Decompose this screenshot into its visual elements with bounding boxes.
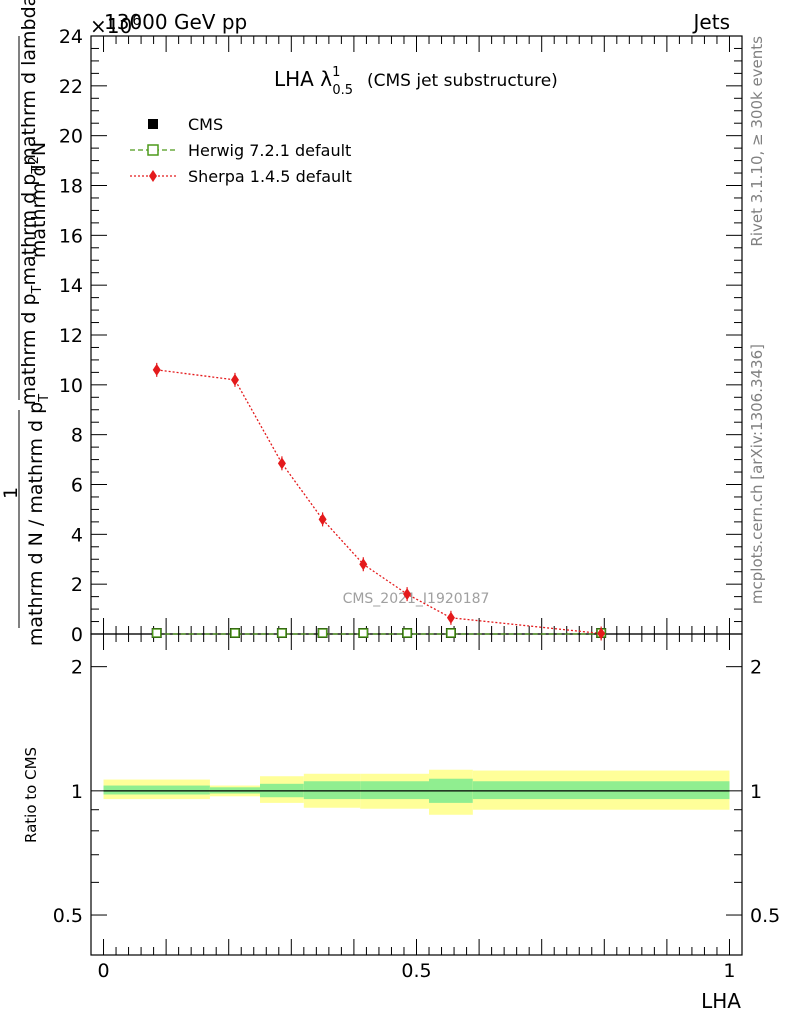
main-y-tick-label: 10 <box>59 375 83 397</box>
main-y-tick-label: 22 <box>59 76 83 98</box>
main-series <box>151 362 607 641</box>
sherpa-point <box>230 373 239 386</box>
main-y-tick-label: 4 <box>71 524 83 546</box>
ratio-inner-band <box>303 781 361 800</box>
ratio-y-tick-label: 0.5 <box>53 905 83 927</box>
herwig-point <box>277 628 287 638</box>
herwig-point <box>402 628 412 638</box>
ratio-y-tick-label: 1 <box>71 781 83 803</box>
sherpa-point <box>597 627 606 640</box>
main-y-tick-label: 14 <box>59 275 83 297</box>
herwig-point <box>446 628 456 638</box>
svg-text:mathrm d N / mathrm d pT: mathrm d N / mathrm d pT <box>25 394 52 646</box>
sherpa-point <box>403 588 412 601</box>
herwig-point <box>152 628 162 638</box>
chart-subtitle: (CMS jet substructure) <box>367 71 558 91</box>
exponent-label: ×106 <box>90 13 141 38</box>
ratio-y-tick-label-right: 2 <box>750 657 762 679</box>
ratio-inner-band <box>472 781 730 800</box>
ratio-y-label: Ratio to CMS <box>22 747 40 843</box>
main-y-tick-label: 18 <box>59 176 83 198</box>
ratio-y-axis: 0.5 0.5 1 1 2 2 <box>53 657 780 956</box>
ratio-inner-band <box>360 781 430 800</box>
herwig-point <box>358 628 368 638</box>
chart-title: LHA λ1 0.5 <box>274 65 353 98</box>
x-axis-label: LHA <box>701 989 741 1013</box>
legend-marker-herwig <box>147 144 159 156</box>
herwig-point <box>230 628 240 638</box>
ratio-y-tick-label-right: 0.5 <box>750 905 780 927</box>
main-y-tick-label: 24 <box>59 26 83 48</box>
x-tick-label: 0.5 <box>401 960 431 982</box>
x-tick-label: 1 <box>723 960 735 982</box>
ratio-inner-band <box>103 785 210 795</box>
rivet-label: Rivet 3.1.10, ≥ 300k events <box>748 36 766 247</box>
main-y-tick-label: 16 <box>59 225 83 247</box>
sherpa-point <box>152 363 161 376</box>
main-y-tick-label: 2 <box>71 574 83 596</box>
legend-label-herwig: Herwig 7.2.1 default <box>188 141 351 160</box>
ratio-x-axis: 0 0.5 1 <box>97 634 736 982</box>
svg-text:mathrm d pTmathrm d pTmathrm d: mathrm d pTmathrm d pTmathrm d lambda <box>18 0 45 405</box>
legend: CMS Herwig 7.2.1 default Sherpa 1.4.5 de… <box>130 115 352 186</box>
legend-marker-sherpa <box>149 170 157 182</box>
sherpa-point <box>446 611 455 624</box>
svg-text:mathrm d2N: mathrm d2N <box>27 142 50 258</box>
main-y-tick-label: 20 <box>59 126 83 148</box>
ratio-y-tick-label: 2 <box>71 657 83 679</box>
main-y-tick-label: 0 <box>71 624 83 646</box>
mcplots-label: mcplots.cern.ch [arXiv:1306.3436] <box>748 344 766 604</box>
herwig-point <box>317 628 328 638</box>
x-tick-label: 0 <box>97 960 109 982</box>
main-y-tick-label: 8 <box>71 425 83 447</box>
main-y-tick-label: 6 <box>71 475 83 497</box>
ratio-y-tick-label-right: 1 <box>750 781 762 803</box>
process-label: Jets <box>692 10 730 34</box>
sherpa-point <box>359 558 368 571</box>
ratio-bands <box>103 769 730 815</box>
main-y-label: mathrm d2N mathrm d pTmathrm d pTmathrm … <box>0 0 52 646</box>
sherpa-point <box>277 457 286 470</box>
beam-label: 13000 GeV pp <box>104 10 247 34</box>
legend-label-cms: CMS <box>188 115 223 134</box>
main-y-tick-label: 12 <box>59 325 83 347</box>
main-x-axis <box>103 36 730 634</box>
sherpa-point <box>318 513 327 526</box>
legend-marker-cms <box>148 119 158 129</box>
svg-text:1: 1 <box>0 487 22 499</box>
analysis-watermark: CMS_2021_I1920187 <box>343 591 490 607</box>
legend-label-sherpa: Sherpa 1.4.5 default <box>188 167 352 186</box>
